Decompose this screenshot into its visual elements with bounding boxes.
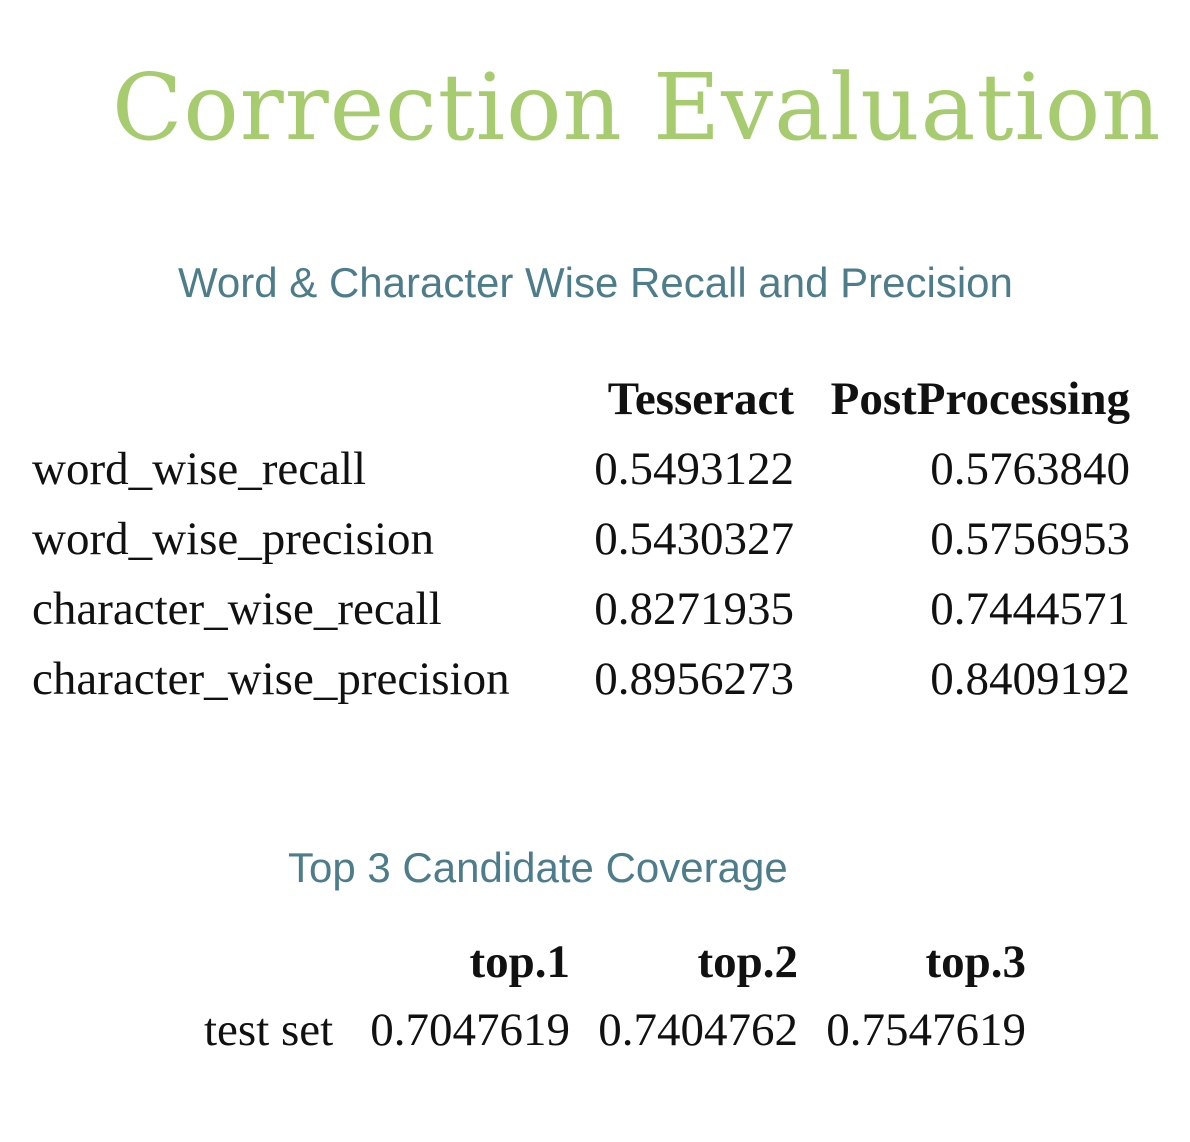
postprocessing-value: 0.5756953 bbox=[930, 513, 1130, 565]
row-label: test set bbox=[204, 1004, 334, 1056]
table-row: character_wise_precision 0.8956273 0.840… bbox=[32, 644, 1130, 714]
table-row: character_wise_recall 0.8271935 0.744457… bbox=[32, 574, 1130, 644]
column-header-top1: top.1 bbox=[469, 936, 570, 988]
top2-value: 0.7404762 bbox=[598, 1004, 798, 1056]
tesseract-value: 0.8956273 bbox=[594, 653, 794, 705]
section-heading-recall-precision: Word & Character Wise Recall and Precisi… bbox=[178, 259, 1013, 306]
header-empty-cell bbox=[32, 364, 554, 434]
postprocessing-value: 0.8409192 bbox=[930, 653, 1130, 705]
table-header-row: top.1 top.2 top.3 bbox=[204, 928, 1026, 996]
table-row: word_wise_recall 0.5493122 0.5763840 bbox=[32, 434, 1130, 504]
tesseract-value: 0.5430327 bbox=[594, 513, 794, 565]
postprocessing-value: 0.5763840 bbox=[930, 443, 1130, 495]
row-label: character_wise_precision bbox=[32, 653, 510, 705]
table-row: word_wise_precision 0.5430327 0.5756953 bbox=[32, 504, 1130, 574]
postprocessing-value: 0.7444571 bbox=[930, 583, 1130, 635]
column-header-top3: top.3 bbox=[925, 936, 1026, 988]
candidate-coverage-table: top.1 top.2 top.3 test set 0.7047619 0.7… bbox=[204, 928, 1026, 1064]
top3-value: 0.7547619 bbox=[826, 1004, 1026, 1056]
section-heading-candidate-coverage: Top 3 Candidate Coverage bbox=[288, 844, 788, 891]
recall-precision-table: Tesseract PostProcessing word_wise_recal… bbox=[32, 364, 1130, 714]
column-header-postprocessing: PostProcessing bbox=[830, 373, 1130, 425]
column-header-tesseract: Tesseract bbox=[607, 373, 794, 425]
tesseract-value: 0.8271935 bbox=[594, 583, 794, 635]
column-header-top2: top.2 bbox=[697, 936, 798, 988]
row-label: word_wise_precision bbox=[32, 513, 435, 565]
tesseract-value: 0.5493122 bbox=[594, 443, 794, 495]
table-header-row: Tesseract PostProcessing bbox=[32, 364, 1130, 434]
table-row: test set 0.7047619 0.7404762 0.7547619 bbox=[204, 996, 1026, 1064]
row-label: word_wise_recall bbox=[32, 443, 367, 495]
top1-value: 0.7047619 bbox=[370, 1004, 570, 1056]
page-title: Correction Evaluation bbox=[112, 54, 1162, 161]
row-label: character_wise_recall bbox=[32, 583, 442, 635]
header-empty-cell bbox=[204, 928, 344, 996]
